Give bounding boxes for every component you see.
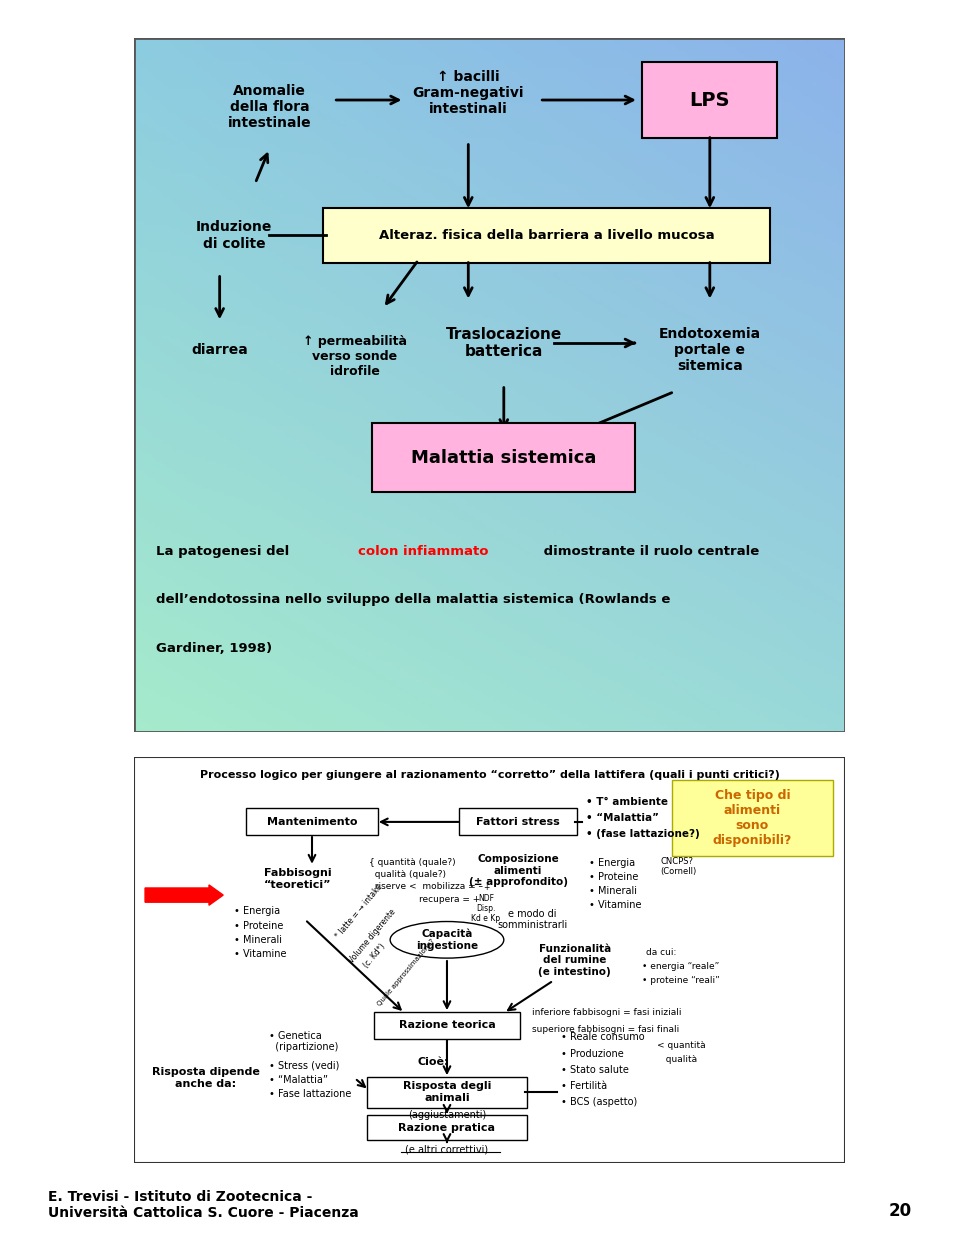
Text: da cui:: da cui: — [646, 947, 676, 957]
Text: • Proteine: • Proteine — [234, 921, 283, 931]
Text: Quale approssimazione?: Quale approssimazione? — [376, 938, 435, 1007]
Text: Alteraz. fisica della barriera a livello mucosa: Alteraz. fisica della barriera a livello… — [378, 229, 714, 241]
Text: Induzione
di colite: Induzione di colite — [196, 220, 272, 250]
Text: ↑ permeabilità
verso sonde
idrofile: ↑ permeabilità verso sonde idrofile — [302, 335, 407, 378]
FancyBboxPatch shape — [246, 808, 378, 836]
Text: < quantità: < quantità — [657, 1041, 706, 1050]
Text: La patogenesi del: La patogenesi del — [156, 545, 294, 558]
Text: Traslocazione
batterica: Traslocazione batterica — [445, 327, 562, 359]
Text: colon infiammato: colon infiammato — [358, 545, 489, 558]
Text: diarrea: diarrea — [191, 343, 248, 357]
Text: recupera = +: recupera = + — [419, 894, 480, 903]
Text: Mantenimento: Mantenimento — [267, 817, 357, 827]
Text: LPS: LPS — [689, 90, 730, 110]
Text: • energia “reale”: • energia “reale” — [642, 962, 720, 971]
Text: • Minerali: • Minerali — [234, 934, 282, 945]
Text: • Energia: • Energia — [234, 907, 280, 916]
Text: Cioè:: Cioè: — [417, 1057, 448, 1067]
Text: • Vitamine: • Vitamine — [234, 950, 286, 960]
Text: • “Malattia”: • “Malattia” — [586, 813, 659, 823]
Text: ↑ bacilli
Gram-negativi
intestinali: ↑ bacilli Gram-negativi intestinali — [413, 70, 524, 116]
Text: Fabbisogni
“teoretici”: Fabbisogni “teoretici” — [264, 868, 331, 889]
Text: • T° ambiente: • T° ambiente — [586, 797, 667, 807]
Text: Endotoxemia
portale e
sitemica: Endotoxemia portale e sitemica — [659, 327, 761, 373]
Text: • Stress (vedi): • Stress (vedi) — [270, 1061, 340, 1071]
Text: Razione teorica: Razione teorica — [398, 1021, 495, 1030]
Text: • Reale consumo: • Reale consumo — [561, 1032, 644, 1042]
Text: 20: 20 — [889, 1202, 912, 1220]
Text: • Fase lattazione: • Fase lattazione — [270, 1090, 351, 1100]
Text: CNCPS?
(Cornell): CNCPS? (Cornell) — [660, 857, 696, 877]
Text: • Minerali: • Minerali — [589, 886, 637, 896]
Text: Malattia sistemica: Malattia sistemica — [411, 449, 596, 467]
Text: Volume digerente: Volume digerente — [348, 907, 398, 965]
Text: • (fase lattazione?): • (fase lattazione?) — [586, 829, 699, 839]
Ellipse shape — [390, 922, 504, 958]
Text: inferiore fabbisogni = fasi iniziali: inferiore fabbisogni = fasi iniziali — [532, 1008, 682, 1017]
FancyBboxPatch shape — [372, 423, 636, 493]
Text: (e altri correttivi): (e altri correttivi) — [405, 1145, 489, 1155]
FancyArrow shape — [145, 884, 223, 906]
Text: qualità: qualità — [660, 1056, 697, 1065]
FancyBboxPatch shape — [367, 1077, 527, 1107]
FancyBboxPatch shape — [459, 808, 577, 836]
Text: Gardiner, 1998): Gardiner, 1998) — [156, 642, 272, 656]
Text: • BCS (aspetto): • BCS (aspetto) — [561, 1097, 636, 1107]
Text: (c. Kd*): (c. Kd*) — [362, 942, 387, 970]
Text: * latte = → intake: * latte = → intake — [333, 882, 384, 941]
Text: { quantità (quale?): { quantità (quale?) — [369, 858, 455, 867]
Text: Razione pratica: Razione pratica — [398, 1123, 495, 1133]
Text: Capacità
ingestione: Capacità ingestione — [416, 928, 478, 951]
Text: • proteine “reali”: • proteine “reali” — [642, 976, 720, 985]
Text: Che tipo di
alimenti
sono
disponibili?: Che tipo di alimenti sono disponibili? — [712, 789, 792, 847]
Text: • Proteine: • Proteine — [589, 872, 638, 882]
Text: E. Trevisi - Istituto di Zootecnica -
Università Cattolica S. Cuore - Piacenza: E. Trevisi - Istituto di Zootecnica - Un… — [48, 1190, 359, 1220]
Text: superiore fabbisogni = fasi finali: superiore fabbisogni = fasi finali — [532, 1025, 680, 1033]
Text: • Fertilità: • Fertilità — [561, 1081, 607, 1091]
Text: Fattori stress: Fattori stress — [476, 817, 560, 827]
Text: riserve <  mobilizza = –: riserve < mobilizza = – — [369, 882, 483, 892]
Text: • Energia: • Energia — [589, 858, 636, 867]
Text: e modo di
somministrarli: e modo di somministrarli — [497, 908, 567, 931]
Text: Composizione
alimenti
(± approfondito): Composizione alimenti (± approfondito) — [468, 854, 567, 887]
Text: qualità (quale?): qualità (quale?) — [369, 871, 445, 879]
Text: • Vitamine: • Vitamine — [589, 901, 641, 911]
FancyBboxPatch shape — [642, 61, 778, 138]
FancyBboxPatch shape — [373, 1012, 520, 1038]
Text: Processo logico per giungere al razionamento “corretto” della lattifera (quali i: Processo logico per giungere al razionam… — [200, 771, 780, 781]
FancyBboxPatch shape — [367, 1116, 527, 1140]
Text: • Genetica
  (ripartizione): • Genetica (ripartizione) — [270, 1031, 339, 1052]
Text: Anomalie
della flora
intestinale: Anomalie della flora intestinale — [228, 84, 311, 130]
Text: (aggiustamenti): (aggiustamenti) — [408, 1110, 486, 1120]
Text: dimostrante il ruolo centrale: dimostrante il ruolo centrale — [540, 545, 759, 558]
Text: • “Malattia”: • “Malattia” — [270, 1075, 328, 1085]
Text: dell’endotossina nello sviluppo della malattia sistemica (Rowlands e: dell’endotossina nello sviluppo della ma… — [156, 593, 670, 607]
Text: Funzionalità
del rumine
(e intestino): Funzionalità del rumine (e intestino) — [539, 943, 612, 977]
Text: • Produzione: • Produzione — [561, 1048, 623, 1058]
Text: • Stato salute: • Stato salute — [561, 1065, 629, 1075]
Text: +
NDF
Disp.
Kd e Kp: + NDF Disp. Kd e Kp — [471, 883, 500, 923]
Text: Risposta dipende
anche da:: Risposta dipende anche da: — [152, 1067, 259, 1088]
Text: Risposta degli
animali: Risposta degli animali — [403, 1081, 492, 1103]
FancyBboxPatch shape — [323, 208, 770, 263]
FancyBboxPatch shape — [672, 781, 832, 856]
